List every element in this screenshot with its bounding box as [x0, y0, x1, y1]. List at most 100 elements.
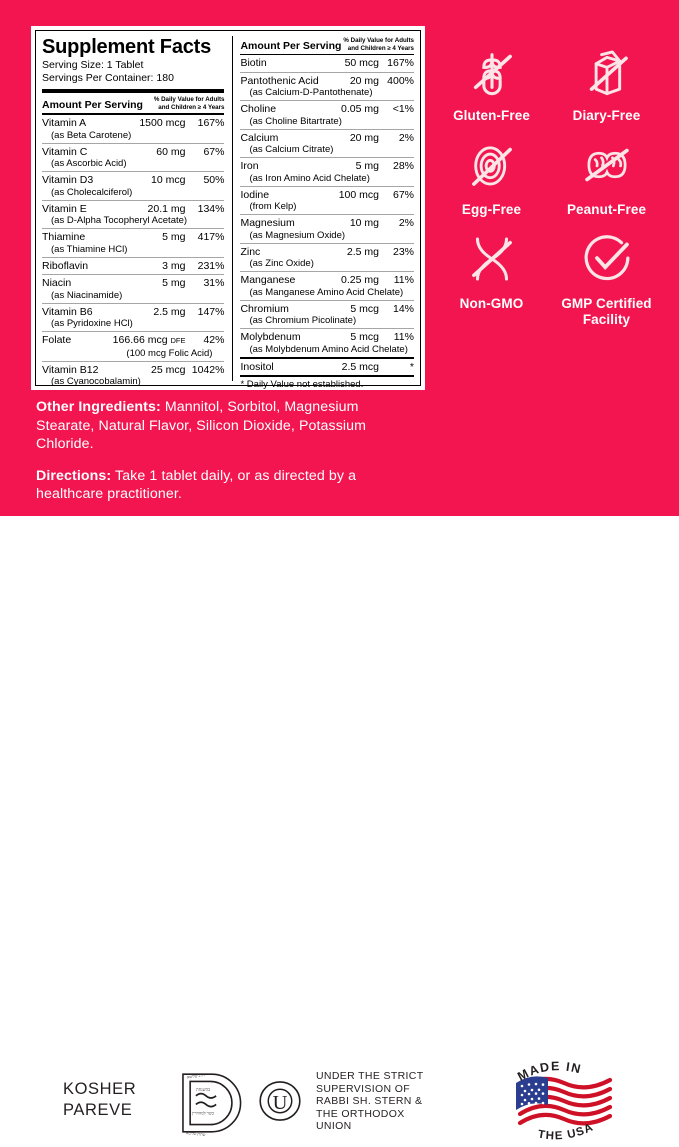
- nutrient-name: Pantothenic Acid: [240, 74, 319, 87]
- supplement-facts-left-column: Supplement Facts Serving Size: 1 Tablet …: [42, 36, 232, 387]
- footnote-text: * Daily Value not established.: [240, 379, 364, 390]
- nutrient-daily-value: 2%: [398, 217, 414, 229]
- wheat-crossed-icon: [463, 40, 521, 102]
- badge-label: Egg-Free: [461, 202, 522, 217]
- daily-value-header: % Daily Value for Adults and Children ≥ …: [153, 96, 225, 111]
- nutrient-source: (as Calcium-D-Pantothenate): [249, 87, 373, 98]
- table-row: Pantothenic Acid 20 mg 400% (as Calcium-D-P…: [240, 73, 414, 101]
- nutrient-name: Iron: [240, 160, 259, 172]
- nutrient-name: Molybdenum: [240, 331, 301, 343]
- left-nutrient-list: Vitamin A 1500 mcg 167% (as Beta Carotene) V…: [42, 115, 225, 389]
- nutrient-name: Niacin: [42, 277, 72, 289]
- row-divider: [240, 328, 414, 329]
- nutrient-name: Vitamin B12: [42, 363, 99, 376]
- table-row: Folate 166.66 mcg DFE 42% (100 mcg Folic Ac…: [42, 332, 224, 361]
- nutrient-source: (as Niacinamide): [51, 289, 123, 301]
- white-footer-panel: [0, 516, 679, 637]
- row-divider: [42, 360, 225, 362]
- supplement-facts-right-column: Amount Per Serving % Daily Value for Adu…: [232, 36, 414, 390]
- nutrient-daily-value: 23%: [392, 245, 414, 258]
- other-info-block: Other Ingredients: Mannitol, Sorbitol, M…: [36, 398, 416, 517]
- nutrient-name: Inositol: [240, 360, 274, 373]
- nutrient-source: (as Iron Amino Acid Chelate): [249, 172, 370, 184]
- nutrient-source: (as Beta Carotene): [51, 129, 132, 141]
- nutrient-amount: 0.25 mg: [341, 274, 379, 286]
- table-row: Iron 5 mg 28% (as Iron Amino Acid Chelate): [240, 158, 414, 186]
- badge-non-gmo: Non-GMO: [436, 228, 547, 328]
- made-in-usa-bottom-text: THE USA: [537, 1121, 595, 1142]
- row-divider: [42, 302, 225, 304]
- nutrient-daily-value: 67%: [392, 188, 414, 201]
- nutrient-daily-value: 417%: [197, 231, 225, 243]
- nutrient-name: Chromium: [240, 302, 289, 315]
- nutrient-name: Manganese: [240, 274, 296, 286]
- nutrient-amount: 100 mcg: [338, 188, 379, 201]
- svg-text:כשר למהדרין: כשר למהדרין: [192, 1111, 214, 1116]
- table-row: Iodine 100 mcg 67% (from Kelp): [240, 187, 414, 215]
- nutrient-name: Thiamine: [42, 231, 86, 243]
- row-divider: [240, 271, 414, 272]
- divider-medium-bottom: [240, 356, 414, 359]
- nutrient-daily-value: *: [409, 360, 414, 373]
- table-row: Vitamin B6 2.5 mg 147% (as Pyridoxine HCl): [42, 304, 224, 332]
- nutrient-source: (as Choline Bitartrate): [249, 115, 342, 127]
- svg-text:שתרן שליטא: שתרן שליטא: [186, 1130, 206, 1137]
- badge-label: Diary-Free: [572, 108, 641, 123]
- certification-badge-grid: Gluten-Free Diary-Free Egg-Free Peanut-F…: [436, 40, 662, 328]
- table-row: Chromium 5 mcg 14% (as Chromium Picolinate): [240, 301, 414, 329]
- directions-paragraph: Directions: Take 1 tablet daily, or as d…: [36, 467, 416, 504]
- divider-medium: [42, 113, 225, 115]
- nutrient-source: (as Zinc Oxide): [249, 258, 314, 269]
- nutrient-amount: 2.5 mg: [346, 245, 379, 258]
- nutrient-source: (100 mcg Folic Acid): [126, 347, 213, 359]
- nutrient-name: Magnesium: [240, 217, 295, 229]
- nutrient-amount: 50 mcg: [344, 57, 379, 69]
- badge-gluten-free: Gluten-Free: [436, 40, 547, 124]
- nutrient-name: Iodine: [240, 188, 270, 201]
- table-row: Vitamin A 1500 mcg 167% (as Beta Carotene): [42, 115, 224, 143]
- supervision-line: UNDER THE STRICT: [316, 1070, 424, 1082]
- supplement-facts-panel: Supplement Facts Serving Size: 1 Tablet …: [31, 26, 425, 390]
- nutrient-amount: 5 mg: [162, 231, 186, 243]
- row-divider: [42, 256, 225, 258]
- divider-thick: [42, 89, 225, 93]
- row-divider: [42, 142, 225, 144]
- table-row: Zinc 2.5 mg 23% (as Zinc Oxide): [240, 244, 414, 272]
- table-row: Vitamin E 20.1 mg 134% (as D-Alpha Tocopher…: [42, 201, 224, 229]
- nutrient-source: (as Cholecalciferol): [51, 186, 133, 198]
- nutrient-name: Vitamin A: [42, 117, 87, 129]
- other-ingredients-text: Mannitol, Sorbitol, Magnesium Stearate, …: [36, 399, 367, 452]
- serving-size-text: Serving Size: 1 Tablet: [42, 59, 144, 71]
- nutrient-name: Vitamin D3: [42, 174, 94, 186]
- nutrient-name: Calcium: [240, 131, 279, 144]
- nutrient-amount: 20 mg: [349, 74, 379, 87]
- row-divider: [42, 228, 225, 229]
- nutrient-daily-value: 167%: [387, 57, 414, 69]
- nutrient-amount: 5 mg: [162, 277, 186, 289]
- amount-per-serving-label: Amount Per Serving: [42, 99, 143, 111]
- kosher-pareve-text: KOSHER PAREVE: [63, 1080, 137, 1119]
- badge-diary-free: Diary-Free: [551, 40, 662, 124]
- ou-kosher-symbol-icon: U: [258, 1079, 302, 1123]
- nutrient-daily-value: 11%: [393, 274, 414, 286]
- peanut-crossed-icon: [578, 134, 636, 196]
- nutrient-amount: 20 mg: [349, 131, 379, 144]
- nutrient-amount: 1500 mcg: [139, 117, 186, 129]
- table-row: Niacin 5 mg 31% (as Niacinamide): [42, 275, 224, 303]
- nutrient-daily-value: 2%: [398, 131, 414, 144]
- supervision-line: UNION: [316, 1120, 352, 1133]
- nutrient-amount: 0.05 mg: [341, 103, 379, 115]
- other-ingredients-label: Other Ingredients:: [36, 399, 161, 415]
- table-row: Biotin 50 mcg 167%: [240, 55, 414, 72]
- badge-egg-free: Egg-Free: [436, 134, 547, 218]
- supervision-line: RABBI SH. STERN &: [316, 1095, 423, 1108]
- badge-gmp-certified-facility: GMP Certified Facility: [551, 228, 662, 328]
- nutrient-daily-value: 42%: [203, 334, 225, 346]
- daily-value-header-right: % Daily Value for Adults and Children ≥ …: [343, 37, 414, 52]
- nutrient-amount: 3 mg: [162, 259, 186, 272]
- nutrient-name: Riboflavin: [42, 259, 89, 272]
- nutrient-daily-value: 231%: [197, 259, 225, 272]
- nutrient-name: Vitamin E: [42, 202, 87, 215]
- divider-black: [240, 54, 414, 55]
- supervision-text: UNDER THE STRICT SUPERVISION OF RABBI SH. …: [316, 1070, 466, 1133]
